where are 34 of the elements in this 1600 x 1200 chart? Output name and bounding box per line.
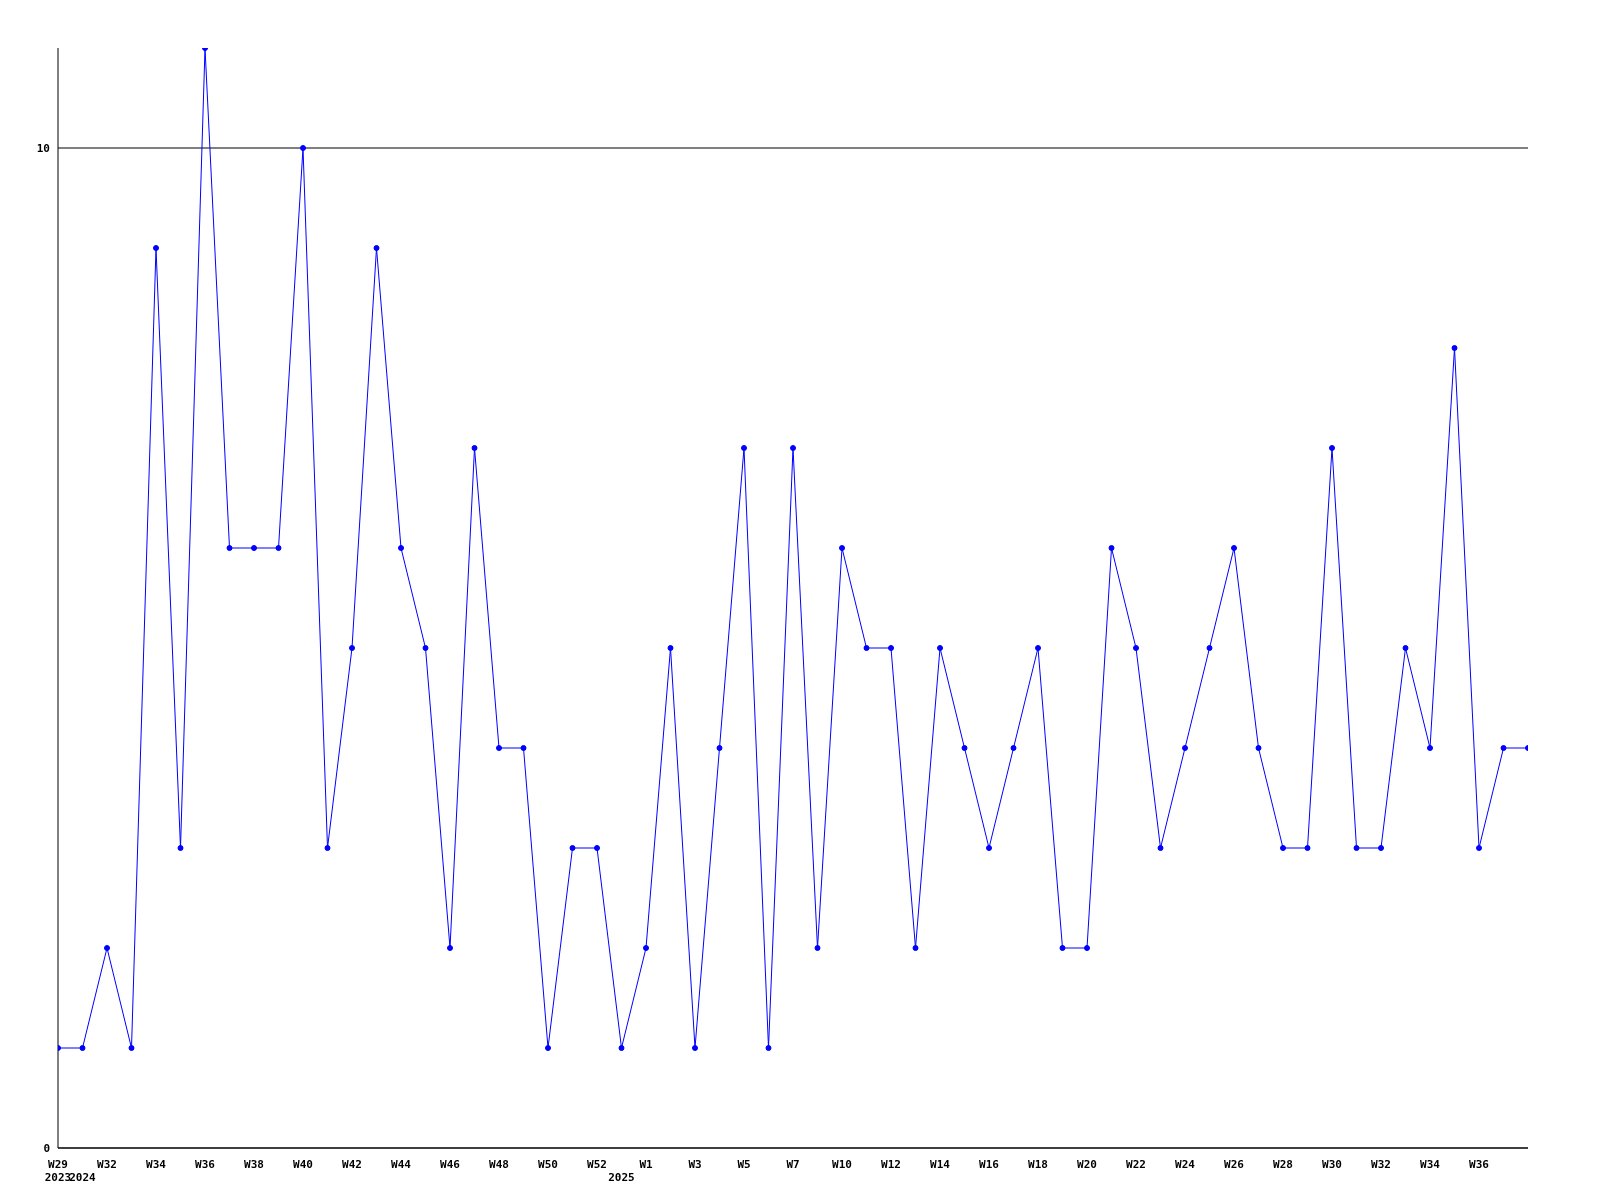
y-tick-label: 0 — [43, 1141, 50, 1155]
x-tick-label: W30 — [1322, 1158, 1342, 1171]
x-tick-label: W38 — [244, 1158, 264, 1171]
x-tick-label: W7 — [786, 1158, 800, 1171]
x-tick-label: W5 — [737, 1158, 751, 1171]
x-tick-label: W24 — [1175, 1158, 1196, 1171]
x-tick-label: W32 — [97, 1158, 117, 1171]
x-tick-label: W44 — [391, 1158, 412, 1171]
x-tick-label: W52 — [587, 1158, 607, 1171]
x-tick-label: W20 — [1077, 1158, 1097, 1171]
x-tick-label: 2025 — [608, 1171, 635, 1184]
x-tick-label: W50 — [538, 1158, 558, 1171]
x-tick-label: W14 — [930, 1158, 951, 1171]
x-tick-label: W29 2023 — [44, 1158, 72, 1184]
y-tick-label: 10 — [36, 141, 50, 155]
x-tick-label: W42 — [342, 1158, 362, 1171]
x-tick-label: W3 — [688, 1158, 702, 1171]
x-tick-label: W34 — [146, 1158, 167, 1171]
x-tick-label: W36 — [1469, 1158, 1490, 1171]
x-tick-label: W34 — [1420, 1158, 1441, 1171]
x-tick-label: W46 — [440, 1158, 461, 1171]
x-tick-label: W16 — [979, 1158, 1000, 1171]
x-tick-label: W32 — [1371, 1158, 1391, 1171]
x-tick-label: W18 — [1028, 1158, 1048, 1171]
x-tick-label: W40 — [293, 1158, 313, 1171]
x-tick-label: W26 — [1224, 1158, 1245, 1171]
x-tick-label: W36 — [195, 1158, 216, 1171]
x-tick-label: W48 — [489, 1158, 509, 1171]
x-tick-label: 2024 — [69, 1171, 97, 1184]
x-tick-label: W10 — [832, 1158, 852, 1171]
x-tick-label: W22 — [1126, 1158, 1146, 1171]
x-tick-label: W12 — [881, 1158, 901, 1171]
x-tick-label: W1 — [639, 1158, 653, 1171]
x-tick-label: W28 — [1273, 1158, 1293, 1171]
